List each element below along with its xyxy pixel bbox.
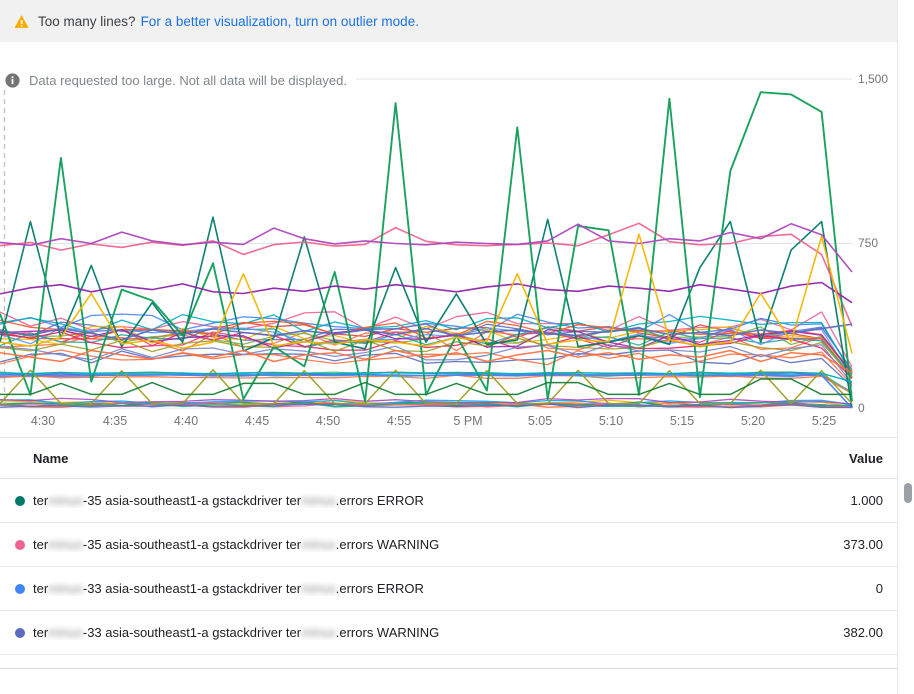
y-tick-label: 750 [858,236,879,250]
series-value: 373.00 [843,537,883,552]
data-notice: Data requested too large. Not all data w… [0,71,356,89]
legend-row[interactable]: terminus-35 asia-southeast1-a gstackdriv… [0,523,897,567]
x-tick-label: 5:25 [811,414,837,428]
column-header-value[interactable]: Value [849,450,883,466]
series-color-dot [15,583,25,594]
column-header-name[interactable]: Name [33,450,69,466]
scrollbar-thumb[interactable] [904,483,912,503]
banner-message: Too many lines? [38,13,136,29]
too-many-lines-banner: Too many lines? For a better visualizati… [0,0,897,42]
x-tick-label: 4:50 [315,414,341,428]
legend-row[interactable]: terminus-35 asia-southeast1-a gstackdriv… [0,479,897,523]
notice-text: Data requested too large. Not all data w… [29,72,347,88]
series-value: 1.000 [850,493,883,508]
series-color-dot [15,627,25,638]
x-tick-label: 4:55 [386,414,412,428]
series-name: terminus-35 asia-southeast1-a gstackdriv… [33,493,424,508]
legend-table: Name Value terminus-35 asia-southeast1-a… [0,437,897,669]
y-tick-label: 1,500 [858,72,889,86]
legend-rows: terminus-35 asia-southeast1-a gstackdriv… [0,479,897,655]
info-icon [5,72,20,88]
x-tick-label: 5:15 [669,414,695,428]
x-tick-label: 4:45 [244,414,270,428]
chart-svg[interactable] [0,70,860,415]
series-color-dot [15,495,25,506]
series-value: 0 [875,581,883,596]
scrollbar [897,0,914,694]
y-tick-label: 0 [858,401,865,415]
x-tick-label: 4:30 [30,414,56,428]
x-tick-label: 5:20 [740,414,766,428]
x-tick-label: 4:40 [173,414,199,428]
x-tick-label: 5:10 [598,414,624,428]
x-tick-label: 5 PM [453,414,483,428]
series-name: terminus-33 asia-southeast1-a gstackdriv… [33,581,424,596]
x-tick-label: 5:05 [527,414,553,428]
series-name: terminus-35 asia-southeast1-a gstackdriv… [33,537,440,552]
series-value: 382.00 [843,625,883,640]
legend-row[interactable]: terminus-33 asia-southeast1-a gstackdriv… [0,567,897,611]
x-tick-label: 4:35 [102,414,128,428]
x-axis: 4:30 4:35 4:40 4:45 4:50 4:55 5 PM 5:05 5:10 5:15… [0,414,860,434]
series-color-dot [15,539,25,550]
legend-header: Name Value [0,438,897,479]
chart [0,70,860,415]
series-name: terminus-33 asia-southeast1-a gstackdriv… [33,625,440,640]
legend-row[interactable]: terminus-33 asia-southeast1-a gstackdriv… [0,611,897,655]
outlier-mode-link[interactable]: For a better visualization, turn on outl… [140,13,419,29]
warning-icon [14,14,29,28]
